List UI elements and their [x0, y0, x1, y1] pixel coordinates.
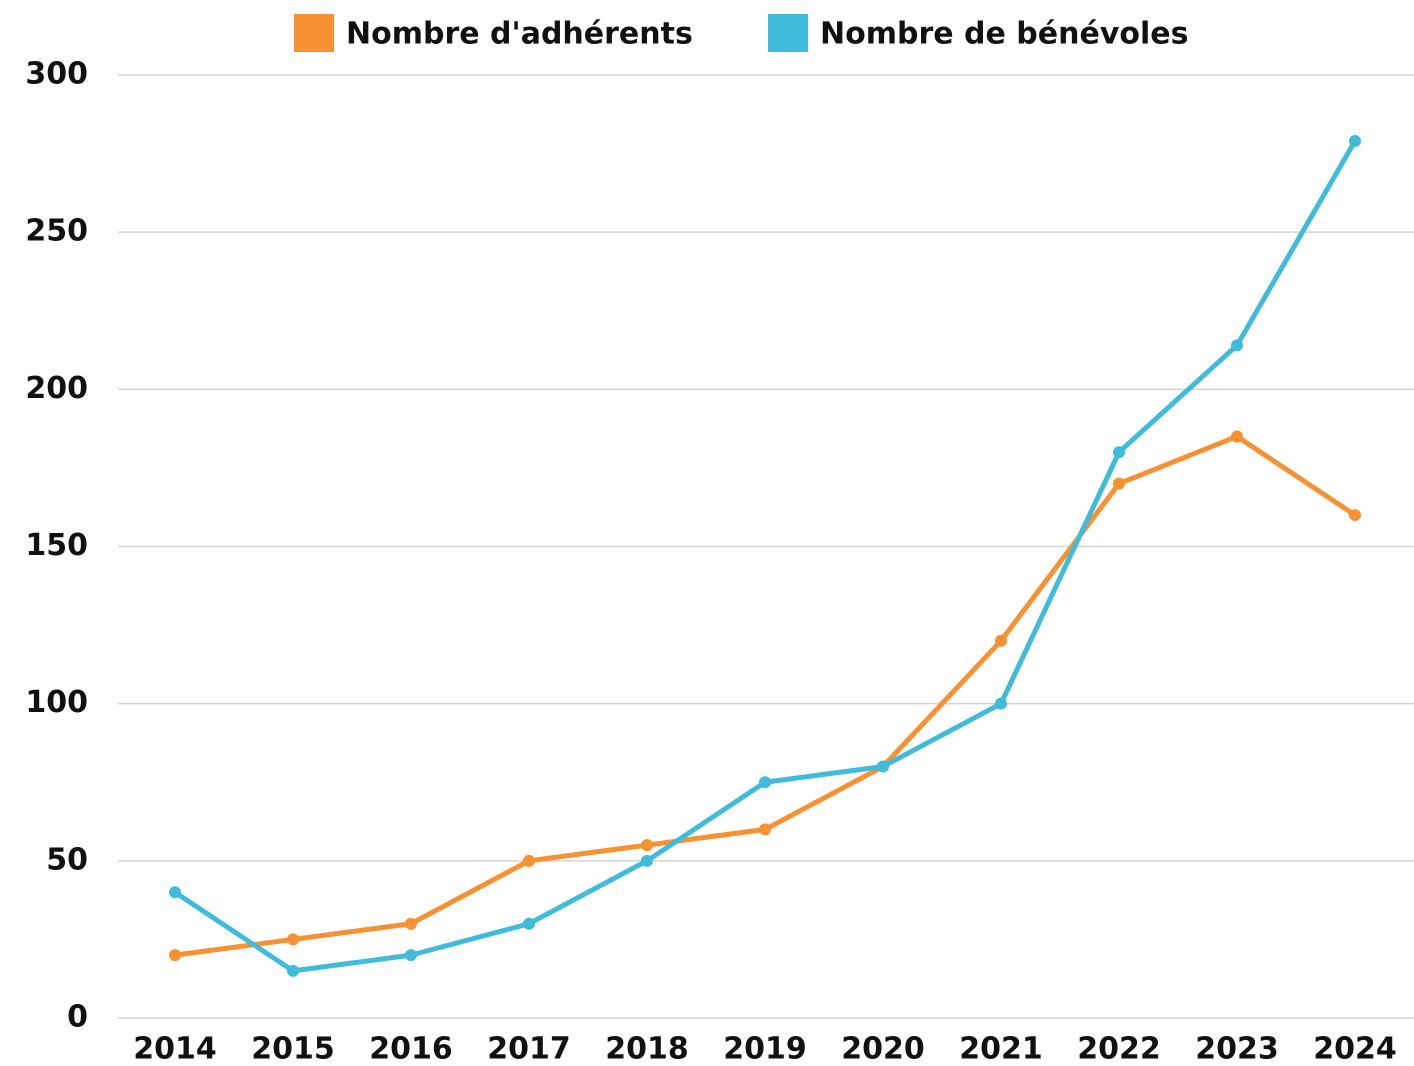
x-tick-label: 2021 — [959, 1032, 1043, 1066]
x-tick-label: 2014 — [133, 1032, 217, 1066]
x-tick-label: 2024 — [1313, 1032, 1397, 1066]
x-tick-label: 2018 — [605, 1032, 689, 1066]
y-tick-label: 100 — [25, 685, 88, 720]
legend-label: Nombre de bénévoles — [820, 17, 1188, 52]
y-tick-label: 300 — [25, 57, 88, 92]
x-tick-label: 2023 — [1195, 1032, 1279, 1066]
data-point — [405, 949, 417, 962]
data-point — [1113, 477, 1125, 490]
data-point — [523, 854, 535, 867]
data-point — [287, 964, 299, 977]
data-point — [995, 634, 1007, 647]
data-point — [1349, 509, 1361, 522]
data-point — [1231, 339, 1243, 352]
data-point — [169, 949, 181, 962]
x-tick-label: 2017 — [487, 1032, 571, 1066]
data-point — [641, 854, 653, 867]
y-tick-label: 50 — [46, 842, 88, 877]
data-point — [287, 933, 299, 946]
series-line — [174, 433, 1357, 958]
data-point — [405, 917, 417, 930]
y-tick-label: 150 — [25, 528, 88, 563]
x-tick-label: 2016 — [369, 1032, 453, 1066]
data-point — [877, 760, 889, 773]
data-point — [1231, 430, 1243, 443]
series-line — [173, 139, 1358, 974]
data-point — [641, 839, 653, 852]
data-point — [169, 886, 181, 899]
x-tick-label: 2020 — [841, 1032, 925, 1066]
y-tick-label: 250 — [25, 214, 88, 249]
data-point — [759, 776, 771, 789]
data-point — [1113, 446, 1125, 459]
data-point — [759, 823, 771, 836]
y-tick-label: 200 — [25, 371, 88, 406]
legend-swatch — [768, 14, 808, 52]
legend-swatch — [294, 14, 334, 52]
x-tick-label: 2019 — [723, 1032, 807, 1066]
data-point — [995, 697, 1007, 710]
x-tick-label: 2022 — [1077, 1032, 1161, 1066]
legend-label: Nombre d'adhérents — [346, 17, 693, 52]
y-tick-label: 0 — [67, 1000, 88, 1035]
data-point — [1349, 135, 1361, 148]
data-point — [523, 917, 535, 930]
x-tick-label: 2015 — [251, 1032, 335, 1066]
